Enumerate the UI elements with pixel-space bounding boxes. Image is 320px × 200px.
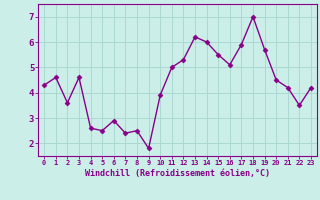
X-axis label: Windchill (Refroidissement éolien,°C): Windchill (Refroidissement éolien,°C) xyxy=(85,169,270,178)
